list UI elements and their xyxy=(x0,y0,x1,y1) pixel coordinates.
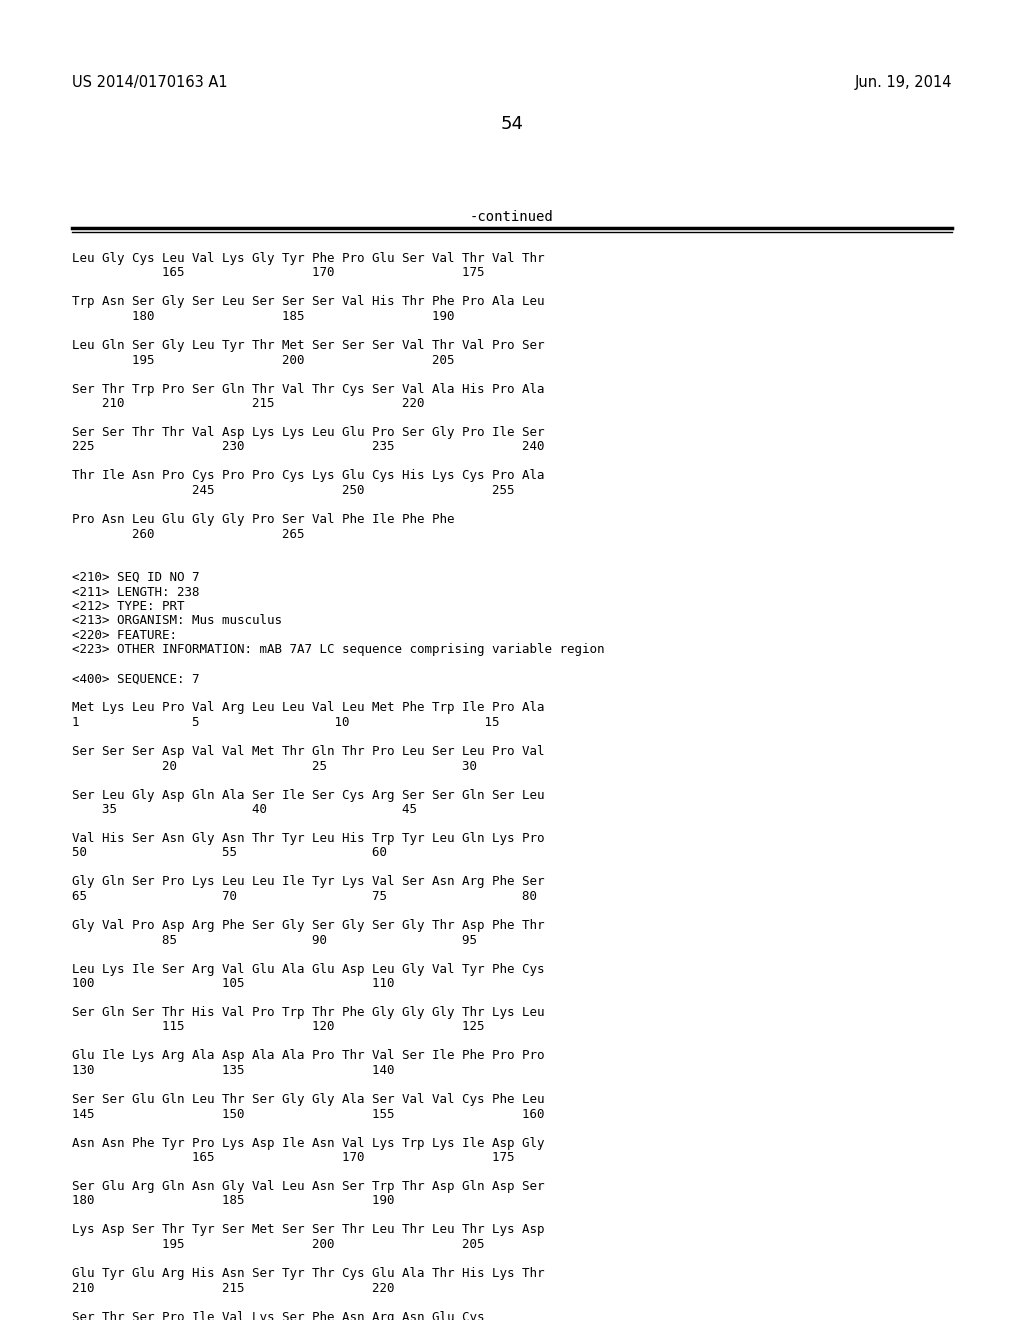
Text: 180                 185                 190: 180 185 190 xyxy=(72,1195,394,1208)
Text: Met Lys Leu Pro Val Arg Leu Leu Val Leu Met Phe Trp Ile Pro Ala: Met Lys Leu Pro Val Arg Leu Leu Val Leu … xyxy=(72,701,545,714)
Text: <211> LENGTH: 238: <211> LENGTH: 238 xyxy=(72,586,200,598)
Text: Gly Gln Ser Pro Lys Leu Leu Ile Tyr Lys Val Ser Asn Arg Phe Ser: Gly Gln Ser Pro Lys Leu Leu Ile Tyr Lys … xyxy=(72,875,545,888)
Text: <220> FEATURE:: <220> FEATURE: xyxy=(72,630,177,642)
Text: Ser Thr Trp Pro Ser Gln Thr Val Thr Cys Ser Val Ala His Pro Ala: Ser Thr Trp Pro Ser Gln Thr Val Thr Cys … xyxy=(72,383,545,396)
Text: 180                 185                 190: 180 185 190 xyxy=(72,310,455,323)
Text: 85                  90                  95: 85 90 95 xyxy=(72,933,477,946)
Text: Ser Glu Arg Gln Asn Gly Val Leu Asn Ser Trp Thr Asp Gln Asp Ser: Ser Glu Arg Gln Asn Gly Val Leu Asn Ser … xyxy=(72,1180,545,1193)
Text: Ser Gln Ser Thr His Val Pro Trp Thr Phe Gly Gly Gly Thr Lys Leu: Ser Gln Ser Thr His Val Pro Trp Thr Phe … xyxy=(72,1006,545,1019)
Text: <210> SEQ ID NO 7: <210> SEQ ID NO 7 xyxy=(72,572,200,583)
Text: -continued: -continued xyxy=(470,210,554,224)
Text: <400> SEQUENCE: 7: <400> SEQUENCE: 7 xyxy=(72,672,200,685)
Text: 195                 200                 205: 195 200 205 xyxy=(72,1238,484,1251)
Text: <223> OTHER INFORMATION: mAB 7A7 LC sequence comprising variable region: <223> OTHER INFORMATION: mAB 7A7 LC sequ… xyxy=(72,644,604,656)
Text: 165                 170                 175: 165 170 175 xyxy=(72,267,484,280)
Text: 210                 215                 220: 210 215 220 xyxy=(72,1282,394,1295)
Text: Thr Ile Asn Pro Cys Pro Pro Cys Lys Glu Cys His Lys Cys Pro Ala: Thr Ile Asn Pro Cys Pro Pro Cys Lys Glu … xyxy=(72,470,545,483)
Text: US 2014/0170163 A1: US 2014/0170163 A1 xyxy=(72,75,227,90)
Text: <212> TYPE: PRT: <212> TYPE: PRT xyxy=(72,601,184,612)
Text: Ser Ser Ser Asp Val Val Met Thr Gln Thr Pro Leu Ser Leu Pro Val: Ser Ser Ser Asp Val Val Met Thr Gln Thr … xyxy=(72,744,545,758)
Text: 195                 200                 205: 195 200 205 xyxy=(72,354,455,367)
Text: 35                  40                  45: 35 40 45 xyxy=(72,803,417,816)
Text: Lys Asp Ser Thr Tyr Ser Met Ser Ser Thr Leu Thr Leu Thr Lys Asp: Lys Asp Ser Thr Tyr Ser Met Ser Ser Thr … xyxy=(72,1224,545,1237)
Text: 210                 215                 220: 210 215 220 xyxy=(72,397,425,411)
Text: Asn Asn Phe Tyr Pro Lys Asp Ile Asn Val Lys Trp Lys Ile Asp Gly: Asn Asn Phe Tyr Pro Lys Asp Ile Asn Val … xyxy=(72,1137,545,1150)
Text: 65                  70                  75                  80: 65 70 75 80 xyxy=(72,890,537,903)
Text: Leu Gln Ser Gly Leu Tyr Thr Met Ser Ser Ser Val Thr Val Pro Ser: Leu Gln Ser Gly Leu Tyr Thr Met Ser Ser … xyxy=(72,339,545,352)
Text: Ser Leu Gly Asp Gln Ala Ser Ile Ser Cys Arg Ser Ser Gln Ser Leu: Ser Leu Gly Asp Gln Ala Ser Ile Ser Cys … xyxy=(72,788,545,801)
Text: Pro Asn Leu Glu Gly Gly Pro Ser Val Phe Ile Phe Phe: Pro Asn Leu Glu Gly Gly Pro Ser Val Phe … xyxy=(72,513,455,525)
Text: 20                  25                  30: 20 25 30 xyxy=(72,759,477,772)
Text: 260                 265: 260 265 xyxy=(72,528,304,540)
Text: Ser Ser Glu Gln Leu Thr Ser Gly Gly Ala Ser Val Val Cys Phe Leu: Ser Ser Glu Gln Leu Thr Ser Gly Gly Ala … xyxy=(72,1093,545,1106)
Text: 50                  55                  60: 50 55 60 xyxy=(72,846,387,859)
Text: Leu Gly Cys Leu Val Lys Gly Tyr Phe Pro Glu Ser Val Thr Val Thr: Leu Gly Cys Leu Val Lys Gly Tyr Phe Pro … xyxy=(72,252,545,265)
Text: 130                 135                 140: 130 135 140 xyxy=(72,1064,394,1077)
Text: Jun. 19, 2014: Jun. 19, 2014 xyxy=(854,75,952,90)
Text: Ser Thr Ser Pro Ile Val Lys Ser Phe Asn Arg Asn Glu Cys: Ser Thr Ser Pro Ile Val Lys Ser Phe Asn … xyxy=(72,1311,484,1320)
Text: 115                 120                 125: 115 120 125 xyxy=(72,1020,484,1034)
Text: <213> ORGANISM: Mus musculus: <213> ORGANISM: Mus musculus xyxy=(72,615,282,627)
Text: Gly Val Pro Asp Arg Phe Ser Gly Ser Gly Ser Gly Thr Asp Phe Thr: Gly Val Pro Asp Arg Phe Ser Gly Ser Gly … xyxy=(72,919,545,932)
Text: 100                 105                 110: 100 105 110 xyxy=(72,977,394,990)
Text: 54: 54 xyxy=(501,115,523,133)
Text: Trp Asn Ser Gly Ser Leu Ser Ser Ser Val His Thr Phe Pro Ala Leu: Trp Asn Ser Gly Ser Leu Ser Ser Ser Val … xyxy=(72,296,545,309)
Text: Glu Ile Lys Arg Ala Asp Ala Ala Pro Thr Val Ser Ile Phe Pro Pro: Glu Ile Lys Arg Ala Asp Ala Ala Pro Thr … xyxy=(72,1049,545,1063)
Text: 245                 250                 255: 245 250 255 xyxy=(72,484,514,498)
Text: Val His Ser Asn Gly Asn Thr Tyr Leu His Trp Tyr Leu Gln Lys Pro: Val His Ser Asn Gly Asn Thr Tyr Leu His … xyxy=(72,832,545,845)
Text: 1               5                  10                  15: 1 5 10 15 xyxy=(72,715,500,729)
Text: 225                 230                 235                 240: 225 230 235 240 xyxy=(72,441,545,454)
Text: Glu Tyr Glu Arg His Asn Ser Tyr Thr Cys Glu Ala Thr His Lys Thr: Glu Tyr Glu Arg His Asn Ser Tyr Thr Cys … xyxy=(72,1267,545,1280)
Text: 145                 150                 155                 160: 145 150 155 160 xyxy=(72,1107,545,1121)
Text: Ser Ser Thr Thr Val Asp Lys Lys Leu Glu Pro Ser Gly Pro Ile Ser: Ser Ser Thr Thr Val Asp Lys Lys Leu Glu … xyxy=(72,426,545,440)
Text: Leu Lys Ile Ser Arg Val Glu Ala Glu Asp Leu Gly Val Tyr Phe Cys: Leu Lys Ile Ser Arg Val Glu Ala Glu Asp … xyxy=(72,962,545,975)
Text: 165                 170                 175: 165 170 175 xyxy=(72,1151,514,1164)
